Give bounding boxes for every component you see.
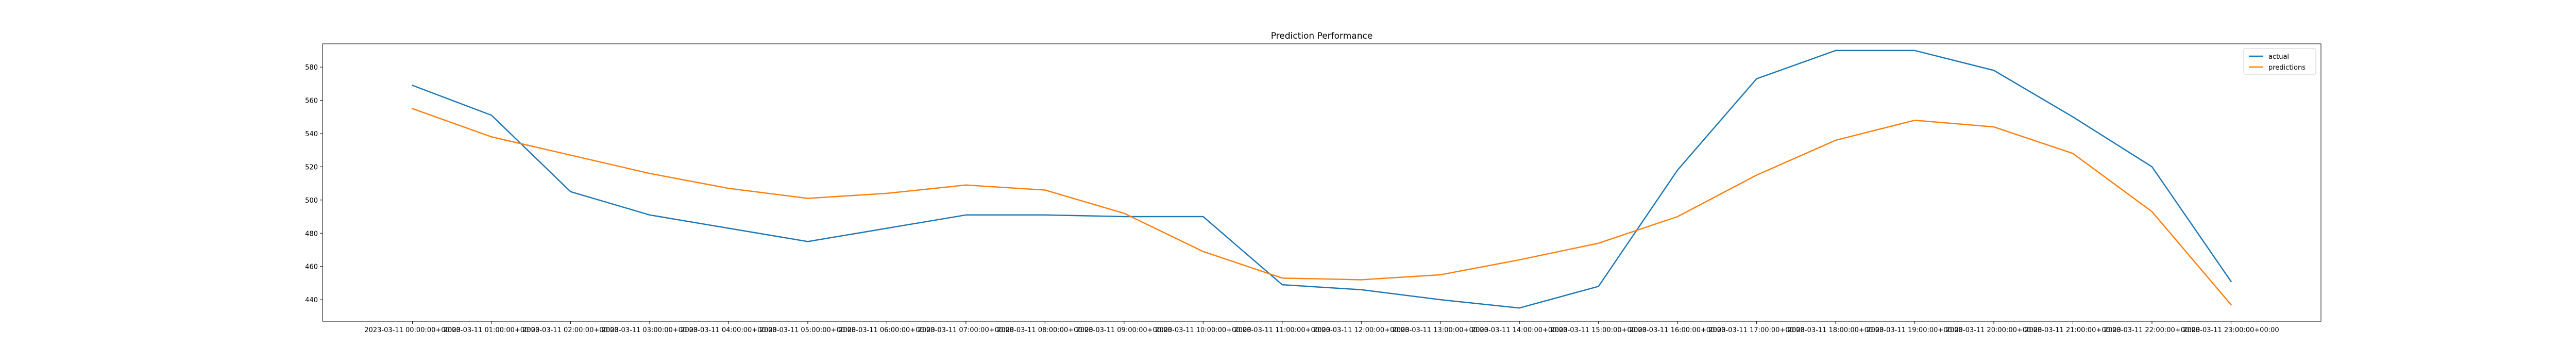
x-tick-label: 2023-03-11 13:00:00+00:00 [1392, 326, 1488, 334]
x-tick-label: 2023-03-11 07:00:00+00:00 [918, 326, 1014, 334]
y-axis: 440 460 480 500 520 540 560 580 [305, 64, 323, 304]
y-tick-label: 520 [305, 163, 318, 171]
x-tick-label: 2023-03-11 08:00:00+00:00 [997, 326, 1093, 334]
y-tick-label: 580 [305, 64, 318, 72]
x-tick-label: 2023-03-11 02:00:00+00:00 [522, 326, 618, 334]
legend-label-actual: actual [2268, 53, 2289, 61]
x-tick-label: 2023-03-11 17:00:00+00:00 [1708, 326, 1804, 334]
plot-area [322, 43, 2321, 322]
x-tick-label: 2023-03-11 12:00:00+00:00 [1313, 326, 1409, 334]
x-tick-label: 2023-03-11 21:00:00+00:00 [2025, 326, 2121, 334]
x-tick-label: 2023-03-11 10:00:00+00:00 [1155, 326, 1251, 334]
x-tick-label: 2023-03-11 03:00:00+00:00 [602, 326, 698, 334]
legend-box [2243, 48, 2316, 75]
x-tick-label: 2023-03-11 01:00:00+00:00 [444, 326, 539, 334]
series-line-predictions [412, 108, 2232, 306]
x-tick-label: 2023-03-11 19:00:00+00:00 [1867, 326, 1962, 334]
x-tick-label: 2023-03-11 11:00:00+00:00 [1234, 326, 1330, 334]
x-tick-label: 2023-03-11 18:00:00+00:00 [1788, 326, 1884, 334]
chart-title: Prediction Performance [1271, 31, 1373, 41]
x-tick-label: 2023-03-11 20:00:00+00:00 [1946, 326, 2042, 334]
x-tick-label: 2023-03-11 15:00:00+00:00 [1550, 326, 1646, 334]
series-layer [411, 50, 2232, 309]
x-tick-label: 2023-03-11 04:00:00+00:00 [681, 326, 776, 334]
y-tick-label: 480 [305, 230, 318, 238]
series-line-actual [411, 50, 2232, 309]
y-tick-label: 460 [305, 264, 318, 271]
y-tick-label: 560 [305, 97, 318, 105]
x-tick-label: 2023-03-11 09:00:00+00:00 [1076, 326, 1172, 334]
x-tick-label: 2023-03-11 23:00:00+00:00 [2183, 326, 2279, 334]
x-tick-label: 2023-03-11 00:00:00+00:00 [364, 326, 460, 334]
y-tick-label: 440 [305, 297, 318, 304]
x-tick-label: 2023-03-11 16:00:00+00:00 [1630, 326, 1725, 334]
legend-label-predictions: predictions [2268, 64, 2306, 72]
x-tick-label: 2023-03-11 05:00:00+00:00 [760, 326, 856, 334]
legend: actual predictions [2243, 48, 2316, 75]
y-tick-label: 540 [305, 130, 318, 138]
x-tick-label: 2023-03-11 14:00:00+00:00 [1471, 326, 1567, 334]
y-tick-label: 500 [305, 197, 318, 205]
x-tick-label: 2023-03-11 22:00:00+00:00 [2104, 326, 2200, 334]
x-tick-label: 2023-03-11 06:00:00+00:00 [839, 326, 935, 334]
